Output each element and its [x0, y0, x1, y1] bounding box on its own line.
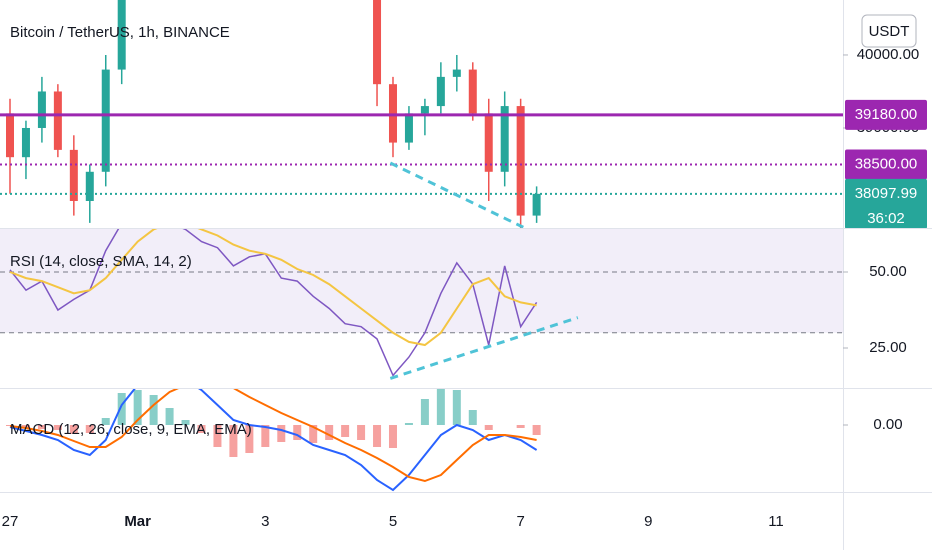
candle-body — [69, 149, 78, 201]
macd-histogram-bar — [468, 410, 477, 425]
macd-histogram-bar — [436, 389, 445, 425]
macd-histogram-bar — [69, 425, 78, 434]
macd-histogram-bar — [277, 425, 286, 442]
trend-line — [389, 316, 579, 380]
rsi-band — [0, 229, 843, 333]
x-tick-label: 3 — [261, 513, 269, 530]
macd-histogram-bar — [85, 425, 94, 433]
candle-body — [53, 91, 62, 150]
x-tick-label: Mar — [124, 513, 151, 530]
macd-histogram-bar — [53, 425, 62, 430]
candle-body — [373, 0, 382, 85]
y-tick-label: 0.00 — [873, 416, 902, 433]
candle-body — [37, 91, 46, 128]
price-scale: 40000.0039000.0039180.0038500.0038097.99… — [843, 46, 927, 433]
macd-histogram-bar — [181, 420, 190, 425]
macd-histogram-bar — [357, 425, 366, 440]
price-tag-label: 38097.99 — [855, 185, 918, 202]
macd-histogram-bar — [117, 393, 126, 425]
indicator-line — [9, 229, 538, 377]
candle-body — [532, 193, 541, 216]
price-tag — [845, 99, 927, 130]
y-tick-label: 40000.00 — [857, 46, 920, 63]
macd-histogram-bar — [245, 425, 254, 453]
currency-label[interactable]: USDT — [869, 23, 910, 40]
candle-body — [21, 127, 30, 158]
macd-histogram-bar — [165, 408, 174, 425]
macd-histogram-bar — [6, 425, 15, 426]
price-tag-label: 39180.00 — [855, 106, 918, 123]
macd-histogram-bar — [484, 425, 493, 430]
countdown: 36:02 — [867, 210, 905, 227]
macd-histogram-bar — [133, 390, 142, 425]
candle-body — [500, 106, 509, 172]
macd-histogram-bar — [341, 425, 350, 437]
macd-histogram-bar — [101, 418, 110, 425]
x-tick-label: 7 — [516, 513, 524, 530]
macd-histogram-bar — [37, 425, 46, 429]
price-tag — [845, 149, 927, 180]
indicator-line — [9, 389, 537, 483]
candle-body — [452, 69, 461, 77]
candle-body — [117, 0, 126, 70]
price-tag — [845, 178, 927, 228]
candle-body — [468, 69, 477, 114]
x-tick-label: 11 — [768, 513, 784, 530]
macd-histogram-bar — [516, 425, 525, 428]
macd-histogram-bar — [452, 390, 461, 425]
candle-body — [85, 171, 94, 201]
x-tick-label: 27 — [2, 513, 19, 530]
macd-histogram-bar — [309, 425, 318, 443]
macd-histogram-bar — [325, 425, 334, 440]
candle-body — [404, 113, 413, 143]
x-tick-label: 9 — [644, 513, 652, 530]
candle-body — [420, 106, 429, 114]
price-pane — [0, 0, 843, 228]
candle-body — [6, 113, 15, 158]
chart-title: Bitcoin / TetherUS, 1h, BINANCE — [10, 24, 230, 41]
candle-body — [436, 76, 445, 107]
macd-histogram-bar — [197, 425, 206, 433]
currency-button[interactable] — [861, 14, 917, 48]
macd-histogram-bar — [213, 425, 222, 447]
indicator-line — [9, 229, 537, 347]
indicator-title: MACD (12, 26, close, 9, EMA, EMA) — [10, 421, 252, 438]
macd-histogram-bar — [420, 399, 429, 425]
candle-body — [484, 113, 493, 172]
overlay: 27 Mar 3 5 7 9 11 Bitcoin / TetherUS, 1h, BINAN… — [2, 14, 917, 530]
macd-histogram-bar — [261, 425, 270, 447]
macd-histogram-bar — [229, 425, 238, 457]
macd-pane — [6, 389, 541, 492]
macd-histogram-bar — [149, 395, 158, 425]
candle-body — [516, 106, 525, 216]
y-tick-label: 25.00 — [869, 339, 907, 356]
x-tick-label: 5 — [389, 513, 397, 530]
candle-body — [101, 69, 110, 172]
macd-histogram-bar — [388, 425, 397, 448]
macd-histogram-bar — [532, 425, 541, 435]
indicator-title: RSI (14, close, SMA, 14, 2) — [10, 253, 192, 270]
y-tick-label: 50.00 — [869, 263, 907, 280]
macd-histogram-bar — [293, 425, 302, 440]
macd-histogram-bar — [373, 425, 382, 447]
macd-histogram-bar — [404, 423, 413, 425]
rsi-pane — [0, 229, 843, 380]
trend-line — [389, 161, 524, 228]
price-tag-label: 38500.00 — [855, 155, 918, 172]
macd-histogram-bar — [21, 425, 30, 428]
